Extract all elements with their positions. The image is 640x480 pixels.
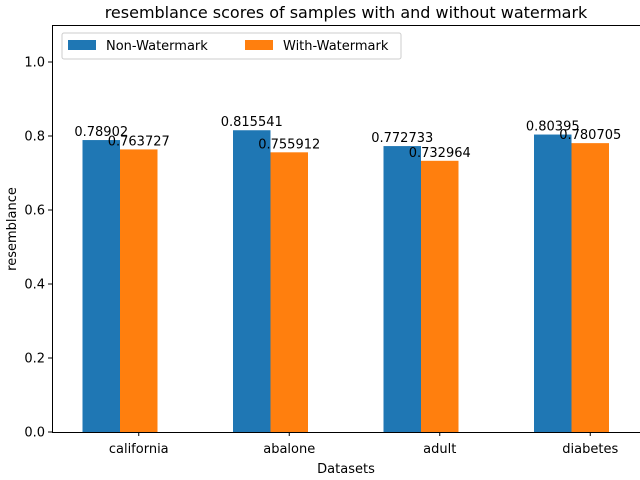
bar-non-watermark-adult [383,146,421,432]
y-tick-label: 0.6 [24,204,45,219]
legend-label-non-watermark: Non-Watermark [106,39,208,54]
bar-non-watermark-diabetes [534,134,572,432]
bar-with-watermark-diabetes [571,143,609,432]
bar-non-watermark-abalone [233,130,271,433]
y-axis-label: resemblance [5,187,20,271]
value-label-with-watermark-diabetes: 0.780705 [559,128,621,143]
value-label-with-watermark-abalone: 0.755912 [258,137,320,152]
bar-with-watermark-california [120,149,158,432]
legend-box [61,32,402,60]
value-label-non-watermark-california: 0.78902 [74,125,128,140]
x-tick-label-adult: adult [423,442,456,457]
chart-title: resemblance scores of samples with and w… [105,3,588,22]
value-label-non-watermark-diabetes: 0.80395 [526,120,580,135]
y-axis-ticks: 0.0 0.2 0.4 0.6 0.8 1.0 [24,56,52,441]
x-axis-ticks: california abalone adult diabetes [109,432,618,457]
bar-non-watermark-california [82,140,120,432]
bars-layer [82,130,609,433]
value-label-with-watermark-california: 0.763727 [108,134,170,149]
legend-swatch-non-watermark [68,40,96,50]
x-tick-label-diabetes: diabetes [562,442,618,457]
legend-swatch-with-watermark [245,40,273,50]
y-tick-label: 0.8 [24,130,45,145]
plot-frame [52,25,640,433]
legend: Non-Watermark With-Watermark [61,32,402,60]
y-tick-label: 1.0 [24,56,45,71]
legend-label-with-watermark: With-Watermark [283,39,389,54]
value-label-non-watermark-abalone: 0.815541 [221,115,283,130]
value-label-with-watermark-adult: 0.732964 [409,146,471,161]
bar-with-watermark-abalone [270,152,308,432]
x-tick-label-abalone: abalone [263,442,315,457]
y-tick-label: 0.0 [24,426,45,441]
x-axis-label: Datasets [317,462,375,477]
y-tick-label: 0.4 [24,278,45,293]
bar-with-watermark-adult [421,160,459,432]
value-label-non-watermark-adult: 0.772733 [371,131,433,146]
y-tick-label: 0.2 [24,352,45,367]
x-tick-label-california: california [109,442,169,457]
